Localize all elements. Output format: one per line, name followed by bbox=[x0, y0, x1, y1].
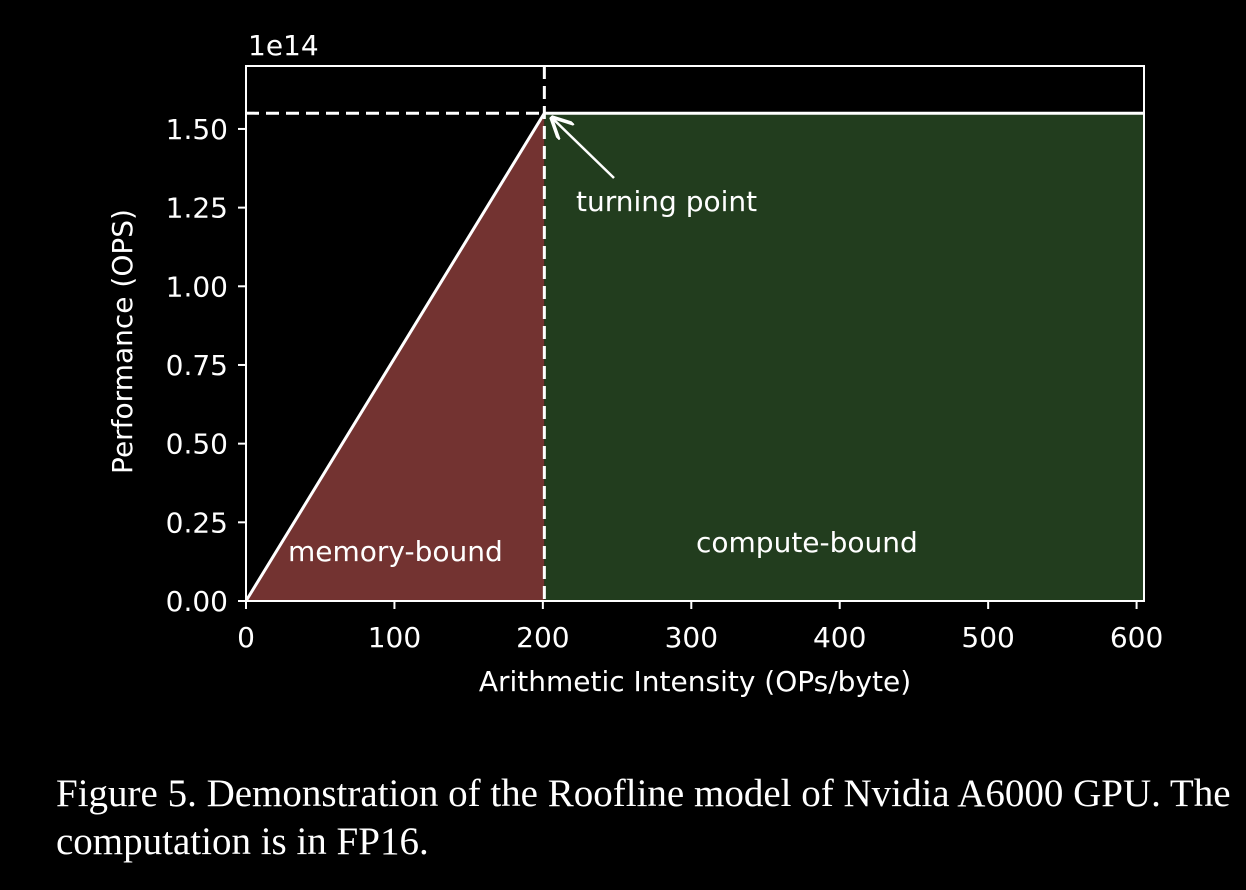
roofline-chart: 0 100 200 300 400 500 600 0.00 0.25 0.50 0.75 1.00 1… bbox=[106, 29, 1163, 698]
x-tick-label: 600 bbox=[1110, 621, 1163, 654]
y-exponent-label: 1e14 bbox=[248, 29, 319, 62]
x-tick-label: 300 bbox=[665, 621, 718, 654]
y-tick-label: 1.00 bbox=[166, 270, 228, 303]
y-axis-label: Performance (OPS) bbox=[106, 209, 139, 474]
x-tick-label: 500 bbox=[961, 621, 1014, 654]
x-tick-label: 0 bbox=[237, 621, 255, 654]
y-tick-label: 0.25 bbox=[166, 506, 228, 539]
compute-bound-label: compute-bound bbox=[696, 526, 918, 559]
x-tick-label: 200 bbox=[516, 621, 569, 654]
x-tick-label: 400 bbox=[813, 621, 866, 654]
plot-frame bbox=[245, 65, 1145, 602]
compute-bound-region bbox=[544, 113, 1144, 602]
figure-caption: Figure 5. Demonstration of the Roofline … bbox=[56, 772, 1231, 863]
y-tick-label: 0.75 bbox=[166, 349, 228, 382]
y-tick-label: 1.25 bbox=[166, 192, 228, 225]
y-tick-label: 0.50 bbox=[166, 428, 228, 461]
x-axis-label: Arithmetic Intensity (OPs/byte) bbox=[479, 665, 911, 698]
memory-bound-label: memory-bound bbox=[288, 535, 503, 568]
turning-point-arrow bbox=[552, 118, 615, 179]
turning-point-label: turning point bbox=[576, 185, 757, 218]
y-tick-label: 0.00 bbox=[166, 585, 228, 618]
x-tick-label: 100 bbox=[368, 621, 421, 654]
y-tick-label: 1.50 bbox=[166, 113, 228, 146]
